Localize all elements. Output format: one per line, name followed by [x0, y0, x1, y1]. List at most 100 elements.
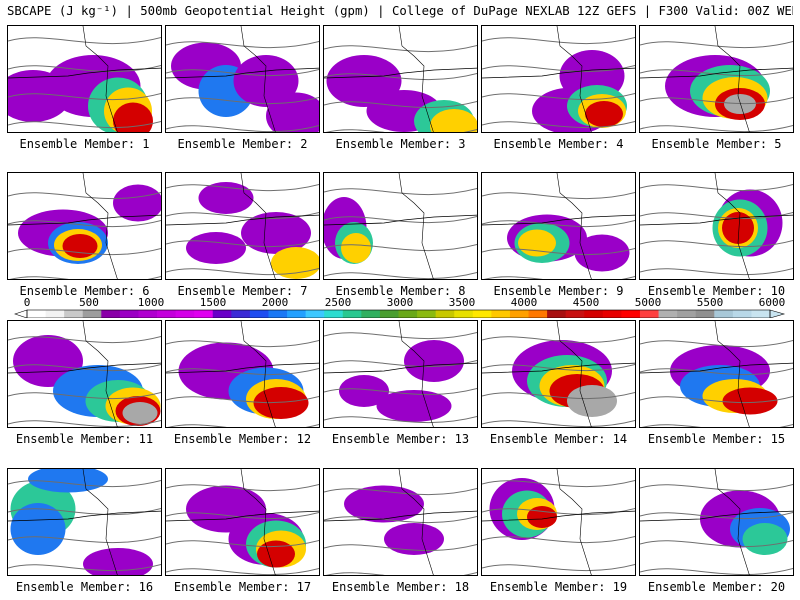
- height-contour: [324, 487, 477, 496]
- coastline: [556, 26, 592, 132]
- colorbar-tick-label: 0: [23, 296, 31, 309]
- height-contour: [640, 511, 793, 520]
- height-contour: [324, 271, 477, 279]
- coastline: [82, 469, 118, 575]
- colorbar-swatch: [547, 310, 567, 318]
- coastline: [82, 173, 118, 279]
- colorbar-swatch: [305, 310, 325, 318]
- colorbar-swatch: [658, 310, 678, 318]
- cape-region: [567, 385, 617, 417]
- cape-region: [527, 506, 557, 528]
- sbcape-field: [324, 469, 477, 575]
- height-contour: [8, 120, 161, 129]
- colorbar-swatch: [45, 310, 65, 318]
- cape-region: [113, 102, 153, 132]
- ensemble-member-label: Ensemble Member: 4: [493, 137, 624, 151]
- ensemble-member-map-14: [481, 320, 636, 428]
- colorbar-swatch: [417, 310, 437, 318]
- height-contour: [166, 124, 319, 132]
- height-contour: [166, 483, 319, 492]
- ensemble-member-label: Ensemble Member: 3: [335, 137, 466, 151]
- border-line: [640, 214, 793, 226]
- height-contour: [640, 40, 793, 49]
- cape-region: [341, 233, 371, 263]
- colorbar-swatch: [472, 310, 492, 318]
- colorbar-swatch: [27, 310, 47, 318]
- border-line: [324, 67, 477, 79]
- border-line: [8, 362, 161, 374]
- cape-region: [10, 503, 66, 555]
- cape-region: [722, 212, 754, 244]
- cape-region: [404, 340, 464, 382]
- border-line: [482, 67, 635, 79]
- height-contour: [640, 339, 793, 348]
- border-line: [166, 214, 319, 226]
- colorbar-swatch: [342, 310, 362, 318]
- cape-region: [742, 523, 788, 555]
- colorbar-swatch: [677, 310, 697, 318]
- ensemble-member-label: Ensemble Member: 5: [651, 137, 782, 151]
- sbcape-field: [482, 26, 635, 132]
- colorbar-swatch: [565, 310, 585, 318]
- cape-region: [113, 184, 161, 222]
- sbcape-field: [640, 321, 793, 427]
- coastline: [556, 321, 592, 427]
- height-contour: [640, 367, 793, 376]
- coastline: [240, 321, 276, 427]
- colorbar-tick-label: 2000: [261, 296, 289, 309]
- height-contour: [326, 128, 477, 132]
- ensemble-member-label: Ensemble Member: 17: [173, 580, 312, 594]
- border-line: [640, 362, 793, 374]
- colorbar-tick-label: 4000: [510, 296, 538, 309]
- ensemble-member-label: Ensemble Member: 8: [335, 284, 466, 298]
- cape-region: [430, 109, 477, 132]
- height-contour: [482, 36, 635, 45]
- height-contour: [8, 363, 161, 372]
- colorbar-tick-label: 6000: [758, 296, 786, 309]
- height-contour: [640, 395, 793, 404]
- colorbar-swatch: [528, 310, 548, 318]
- ensemble-member-label: Ensemble Member: 2: [177, 137, 308, 151]
- height-contour: [324, 215, 477, 224]
- height-contour: [8, 191, 161, 200]
- cape-region: [574, 234, 630, 272]
- sbcape-field: [640, 26, 793, 132]
- colorbar-tick-label: 5000: [634, 296, 662, 309]
- colorbar-swatch: [324, 310, 344, 318]
- height-contour: [166, 239, 319, 248]
- colorbar-swatch: [64, 310, 84, 318]
- coastline: [714, 469, 750, 575]
- border-line: [166, 510, 319, 522]
- colorbar-swatch: [751, 310, 771, 318]
- ensemble-member-map-4: [481, 25, 636, 133]
- colorbar-swatch: [194, 310, 214, 318]
- colorbar-swatch: [509, 310, 530, 318]
- height-contour: [8, 247, 161, 256]
- height-contour: [484, 275, 635, 279]
- coastline: [398, 469, 434, 575]
- colorbar-left-arrow: [14, 309, 28, 318]
- coastline: [714, 26, 750, 132]
- height-contour: [326, 571, 477, 575]
- colorbar-outline: [26, 309, 771, 318]
- colorbar-swatch: [584, 310, 604, 318]
- height-contour: [8, 391, 161, 400]
- ensemble-member-label: Ensemble Member: 18: [331, 580, 470, 594]
- colorbar-swatch: [714, 310, 734, 318]
- colorbar-swatch: [249, 310, 269, 318]
- ensemble-member-label: Ensemble Member: 7: [177, 284, 308, 298]
- height-contour: [8, 335, 161, 344]
- chart-header: SBCAPE (J kg⁻¹) | 500mb Geopotential Hei…: [7, 4, 793, 18]
- height-contour: [482, 419, 635, 427]
- ensemble-member-label: Ensemble Member: 6: [19, 284, 150, 298]
- height-contour: [482, 363, 635, 372]
- ensemble-member-label: Ensemble Member: 13: [331, 432, 470, 446]
- height-contour: [482, 219, 635, 228]
- colorbar-right-arrow: [769, 309, 786, 318]
- height-contour: [482, 335, 635, 344]
- border-line: [640, 510, 793, 522]
- ensemble-member-map-6: [7, 172, 162, 280]
- coastline: [714, 173, 750, 279]
- height-contour: [166, 567, 319, 575]
- height-contour: [8, 563, 161, 572]
